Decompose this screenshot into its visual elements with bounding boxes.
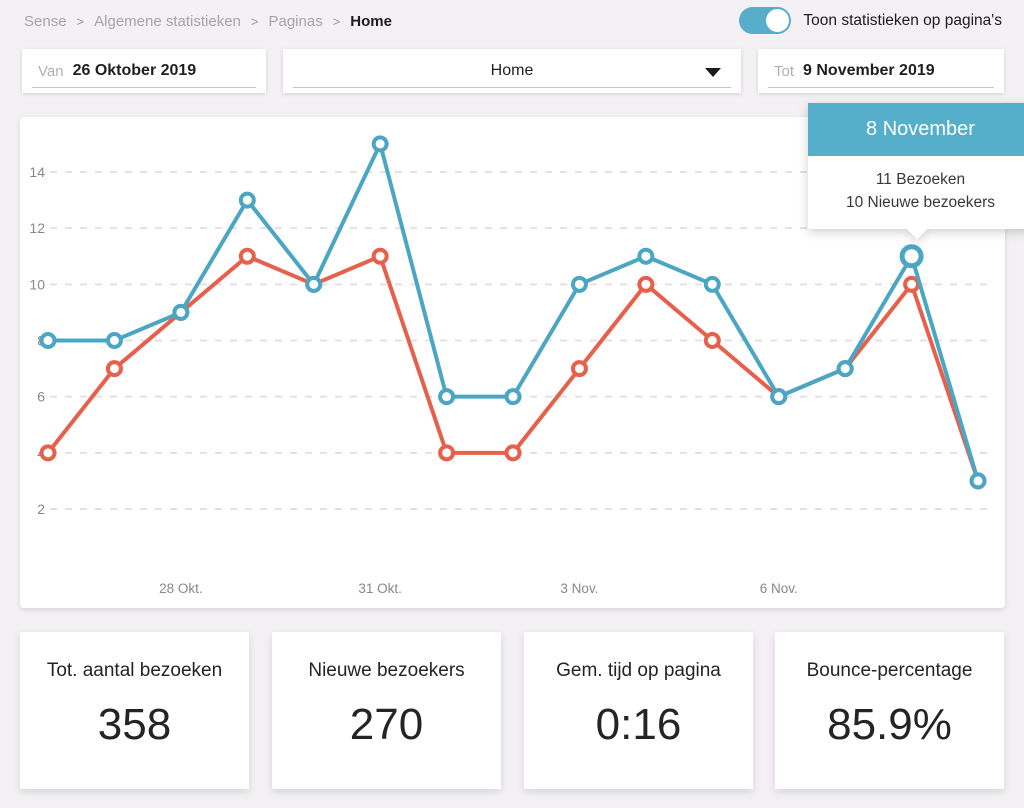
page-select-value: Home	[490, 62, 534, 79]
stat-card-bounce-rate: Bounce-percentage 85.9%	[775, 632, 1004, 789]
field-underline	[293, 87, 731, 88]
toggle-label: Toon statistieken op pagina's	[803, 11, 1002, 29]
stat-card-label: Nieuwe bezoekers	[308, 660, 465, 681]
stat-card-label: Bounce-percentage	[806, 660, 973, 681]
page-stats-toggle-group: Toon statistieken op pagina's	[739, 7, 1002, 34]
breadcrumb-separator: >	[76, 14, 85, 29]
svg-text:12: 12	[29, 220, 45, 236]
stat-card-label: Gem. tijd op pagina	[556, 660, 721, 681]
visits-line-chart[interactable]: 246810121428 Okt.31 Okt.3 Nov.6 Nov.	[20, 117, 1005, 608]
breadcrumb-separator: >	[250, 14, 259, 29]
svg-text:2: 2	[37, 501, 45, 517]
tooltip-visits-line: 11 Bezoeken	[875, 171, 966, 188]
breadcrumb-current-page: Home	[350, 13, 392, 30]
svg-text:14: 14	[29, 164, 45, 180]
tooltip-date-header: 8 November	[808, 103, 1024, 156]
toggle-knob-icon	[766, 9, 790, 32]
date-from-value: 26 Oktober 2019	[72, 62, 197, 79]
breadcrumb: Sense > Algemene statistieken > Paginas …	[24, 13, 392, 30]
date-to-label: Tot	[774, 62, 795, 80]
breadcrumb-item-algemene-statistieken[interactable]: Algemene statistieken	[94, 13, 241, 30]
stat-card-new-visitors: Nieuwe bezoekers 270	[272, 632, 501, 789]
stat-card-value: 0:16	[595, 700, 682, 749]
breadcrumb-item-paginas[interactable]: Paginas	[268, 13, 323, 30]
svg-text:6: 6	[37, 389, 45, 405]
date-to-field[interactable]: Tot 9 November 2019	[758, 49, 1004, 93]
date-from-label: Van	[38, 62, 64, 80]
chevron-down-icon	[705, 68, 721, 77]
field-underline	[768, 87, 994, 88]
breadcrumb-item-sense[interactable]: Sense	[24, 13, 67, 30]
breadcrumb-separator: >	[332, 14, 341, 29]
page-select-dropdown[interactable]: Home	[283, 49, 741, 93]
tooltip-new-visitors-line: 10 Nieuwe bezoekers	[845, 194, 996, 211]
svg-text:28 Okt.: 28 Okt.	[159, 581, 203, 596]
date-to-value: 9 November 2019	[803, 62, 935, 79]
svg-text:6 Nov.: 6 Nov.	[760, 581, 798, 596]
stat-card-avg-time: Gem. tijd op pagina 0:16	[524, 632, 753, 789]
stat-card-value: 358	[97, 700, 172, 749]
stat-card-total-visits: Tot. aantal bezoeken 358	[20, 632, 249, 789]
stat-card-label: Tot. aantal bezoeken	[46, 660, 223, 681]
stat-card-value: 85.9%	[827, 700, 952, 749]
date-from-field[interactable]: Van 26 Oktober 2019	[22, 49, 266, 93]
chart-tooltip: 8 November 11 Bezoeken 10 Nieuwe bezoeke…	[808, 103, 1024, 240]
svg-text:3 Nov.: 3 Nov.	[560, 581, 598, 596]
show-stats-toggle[interactable]	[739, 7, 792, 34]
svg-text:31 Okt.: 31 Okt.	[358, 581, 402, 596]
svg-text:10: 10	[29, 276, 45, 292]
stat-card-value: 270	[349, 700, 424, 749]
field-underline	[32, 87, 256, 88]
